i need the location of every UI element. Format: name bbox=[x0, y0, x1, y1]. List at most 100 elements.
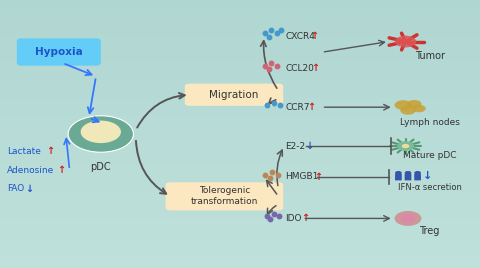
Bar bbox=[0, 157, 480, 158]
Bar bbox=[0, 5, 480, 7]
Text: Hypoxia: Hypoxia bbox=[35, 47, 83, 57]
Bar bbox=[0, 153, 480, 154]
Bar bbox=[0, 114, 480, 115]
Bar bbox=[0, 138, 480, 139]
Bar bbox=[0, 173, 480, 174]
Bar bbox=[0, 163, 480, 165]
Bar bbox=[0, 168, 480, 169]
Bar bbox=[0, 72, 480, 74]
Bar bbox=[0, 63, 480, 64]
Text: CCL20: CCL20 bbox=[286, 64, 314, 73]
Bar bbox=[0, 70, 480, 71]
Bar bbox=[0, 141, 480, 142]
Bar bbox=[0, 3, 480, 4]
Bar bbox=[0, 233, 480, 234]
Bar bbox=[0, 131, 480, 133]
Bar bbox=[0, 100, 480, 102]
Bar bbox=[0, 105, 480, 106]
Bar bbox=[0, 39, 480, 40]
Bar bbox=[0, 23, 480, 24]
Bar bbox=[0, 149, 480, 150]
Text: CCR7: CCR7 bbox=[286, 103, 310, 112]
Bar bbox=[0, 180, 480, 181]
Circle shape bbox=[81, 121, 121, 143]
Text: ↑: ↑ bbox=[311, 63, 319, 73]
Bar bbox=[0, 115, 480, 117]
Bar bbox=[0, 193, 480, 194]
Bar bbox=[0, 137, 480, 138]
Bar bbox=[0, 8, 480, 9]
Text: ↓: ↓ bbox=[25, 184, 34, 194]
FancyBboxPatch shape bbox=[395, 174, 402, 180]
Bar bbox=[0, 134, 480, 135]
Text: ↑: ↑ bbox=[301, 213, 310, 224]
Text: Migration: Migration bbox=[209, 90, 259, 100]
Bar bbox=[0, 31, 480, 32]
Bar bbox=[0, 252, 480, 253]
Bar bbox=[0, 90, 480, 91]
Bar bbox=[0, 74, 480, 75]
Bar bbox=[0, 133, 480, 134]
Bar bbox=[0, 71, 480, 72]
Bar bbox=[0, 190, 480, 192]
Bar bbox=[0, 257, 480, 259]
Circle shape bbox=[400, 106, 416, 115]
Circle shape bbox=[395, 171, 402, 175]
Bar bbox=[0, 56, 480, 58]
Bar bbox=[0, 60, 480, 62]
Bar bbox=[0, 127, 480, 129]
Bar bbox=[0, 161, 480, 162]
Text: ↓: ↓ bbox=[422, 170, 432, 181]
Text: Adenosine: Adenosine bbox=[7, 166, 54, 175]
Text: Lactate: Lactate bbox=[7, 147, 41, 156]
Bar bbox=[0, 102, 480, 103]
Bar bbox=[0, 94, 480, 95]
Text: ↑: ↑ bbox=[47, 146, 55, 157]
Bar bbox=[0, 88, 480, 90]
Bar bbox=[0, 32, 480, 34]
Bar bbox=[0, 188, 480, 189]
Bar bbox=[0, 44, 480, 46]
Bar bbox=[0, 194, 480, 196]
Bar bbox=[0, 12, 480, 13]
Bar bbox=[0, 54, 480, 55]
Bar bbox=[0, 240, 480, 241]
Bar bbox=[0, 230, 480, 232]
Bar bbox=[0, 46, 480, 47]
Bar bbox=[0, 38, 480, 39]
Text: IDO: IDO bbox=[286, 214, 302, 223]
Bar bbox=[0, 95, 480, 96]
Bar bbox=[0, 64, 480, 66]
FancyBboxPatch shape bbox=[166, 182, 283, 210]
Bar bbox=[0, 243, 480, 244]
Bar bbox=[0, 130, 480, 131]
Bar bbox=[0, 35, 480, 36]
Bar bbox=[0, 213, 480, 214]
Bar bbox=[0, 247, 480, 248]
Bar bbox=[0, 34, 480, 35]
Bar bbox=[0, 111, 480, 113]
Bar bbox=[0, 204, 480, 205]
Bar bbox=[0, 237, 480, 239]
Bar bbox=[0, 126, 480, 127]
Bar bbox=[0, 210, 480, 212]
Circle shape bbox=[400, 214, 416, 223]
Text: IFN-α secretion: IFN-α secretion bbox=[397, 183, 462, 192]
Bar bbox=[0, 225, 480, 226]
Bar bbox=[0, 196, 480, 197]
Bar bbox=[0, 214, 480, 216]
Bar bbox=[0, 24, 480, 25]
Bar bbox=[0, 75, 480, 76]
Bar bbox=[0, 185, 480, 186]
Bar bbox=[0, 178, 480, 180]
Bar bbox=[0, 106, 480, 107]
Bar bbox=[0, 239, 480, 240]
Bar bbox=[0, 241, 480, 243]
Bar bbox=[0, 143, 480, 145]
Bar bbox=[0, 9, 480, 11]
Bar bbox=[0, 244, 480, 245]
Bar bbox=[0, 117, 480, 118]
Bar bbox=[0, 17, 480, 19]
Bar bbox=[0, 28, 480, 29]
Text: E2-2: E2-2 bbox=[286, 142, 306, 151]
